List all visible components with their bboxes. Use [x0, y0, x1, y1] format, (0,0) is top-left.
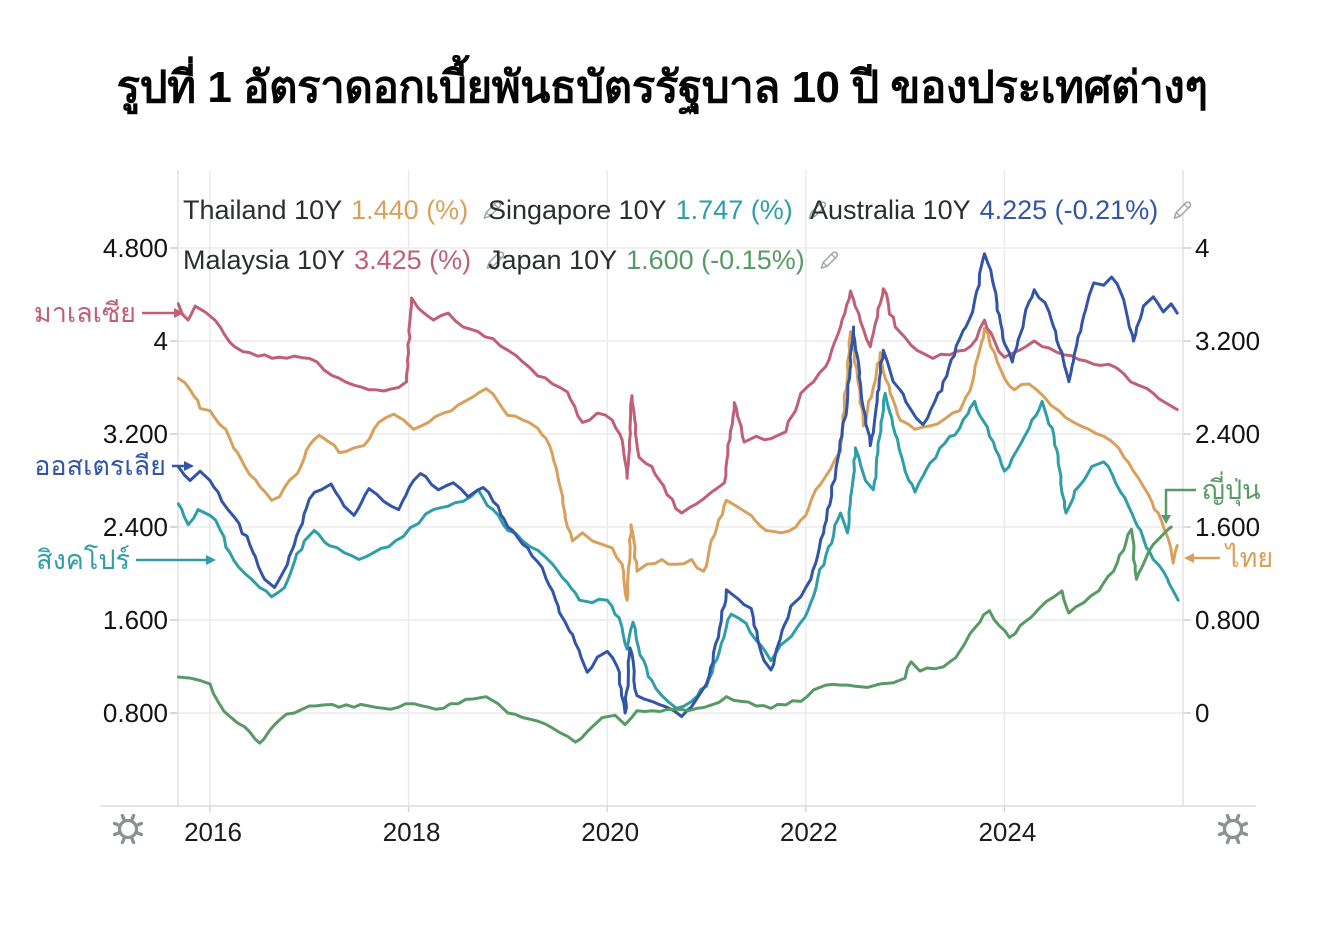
pencil-icon[interactable]: [817, 249, 840, 272]
legend-item-malaysia[interactable]: Malaysia 10Y 3.425 (%): [183, 244, 506, 276]
callout-label: ออสเตรเลีย: [34, 451, 166, 481]
legend-series-value: 4.225 (-0.21%): [979, 194, 1159, 225]
x-axis-label: 2016: [184, 817, 242, 847]
legend-item-japan[interactable]: Japan 10Y 1.600 (-0.15%): [488, 244, 840, 276]
x-axis-label: 2022: [780, 817, 838, 847]
callout-arrow-line: [1164, 488, 1196, 516]
arrowhead: [174, 308, 184, 318]
pencil-icon[interactable]: [1170, 199, 1193, 222]
callout-japan: ญี่ปุ่น: [1161, 471, 1261, 524]
series-line-singapore-10y[interactable]: [177, 391, 1180, 710]
right-axis-label: 2.400: [1195, 419, 1260, 449]
x-axis-label: 2018: [383, 817, 441, 847]
figure-title: รูปที่ 1 อัตราดอกเบี้ยพันธบัตรรัฐบาล 10 …: [116, 63, 1208, 112]
pencil-icon[interactable]: [480, 199, 503, 222]
arrowhead: [1184, 553, 1194, 563]
legend-item-singapore[interactable]: Singapore 10Y 1.747 (%): [488, 194, 828, 226]
callout-label: ญี่ปุ่น: [1202, 471, 1261, 507]
series-line-thailand-10y[interactable]: [177, 326, 1179, 602]
right-axis-label: 3.200: [1195, 326, 1260, 356]
callout-label: ไทย: [1224, 543, 1273, 573]
left-axis-label: 1.600: [103, 605, 168, 635]
callout-label: มาเลเซีย: [34, 298, 136, 328]
legend-series-value: 3.425 (%): [354, 244, 472, 275]
right-axis-label: 4: [1195, 233, 1209, 263]
left-axis-label: 4: [154, 326, 168, 356]
legend-item-thailand[interactable]: Thailand 10Y 1.440 (%): [183, 194, 503, 226]
right-axis-label: 0: [1195, 698, 1209, 728]
arrowhead: [184, 461, 194, 471]
pencil-icon[interactable]: [805, 199, 828, 222]
settings-gear-icon[interactable]: [1217, 813, 1249, 845]
left-axis-label: 0.800: [103, 698, 168, 728]
legend-series-name: Thailand 10Y: [183, 194, 343, 225]
legend-series-name: Japan 10Y: [488, 244, 618, 275]
x-axis-label: 2020: [581, 817, 639, 847]
callout-singapore: สิงคโปร์: [36, 544, 216, 575]
series-group: [177, 252, 1180, 745]
legend-series-value: 1.440 (%): [351, 194, 469, 225]
legend-series-name: Singapore 10Y: [488, 194, 667, 225]
series-line-australia-10y[interactable]: [177, 252, 1179, 718]
callout-australia: ออสเตรเลีย: [34, 451, 194, 481]
left-axis-label: 2.400: [103, 512, 168, 542]
x-axis-label: 2024: [978, 817, 1036, 847]
series-line-malaysia-10y[interactable]: [177, 287, 1179, 515]
legend-series-name: Malaysia 10Y: [183, 244, 346, 275]
pencil-icon[interactable]: [483, 249, 506, 272]
callout-thailand: ไทย: [1184, 543, 1273, 573]
series-line-japan-10y[interactable]: [177, 525, 1173, 745]
left-axis-label: 4.800: [103, 233, 168, 263]
settings-gear-icon[interactable]: [112, 813, 144, 845]
legend-series-value: 1.600 (-0.15%): [626, 244, 805, 275]
arrowhead: [1161, 515, 1171, 524]
right-axis-label: 0.800: [1195, 605, 1260, 635]
legend-item-australia[interactable]: Australia 10Y 4.225 (-0.21%): [810, 194, 1193, 226]
right-axis-label: 1.600: [1195, 512, 1260, 542]
callout-malaysia: มาเลเซีย: [34, 298, 184, 328]
legend-series-value: 1.747 (%): [675, 194, 793, 225]
left-axis-label: 3.200: [103, 419, 168, 449]
arrowhead: [206, 555, 216, 565]
legend-series-name: Australia 10Y: [810, 194, 971, 225]
callout-label: สิงคโปร์: [36, 544, 130, 575]
